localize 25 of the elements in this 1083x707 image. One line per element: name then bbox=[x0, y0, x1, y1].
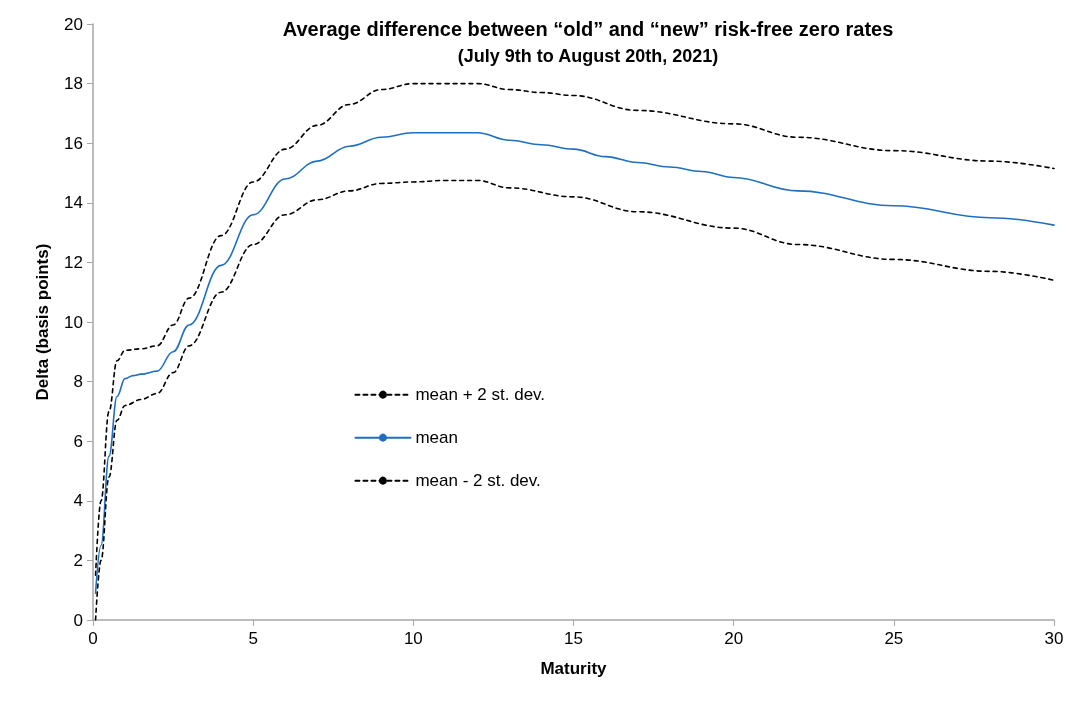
y-tick-label: 2 bbox=[73, 550, 83, 570]
y-tick-label: 10 bbox=[64, 312, 83, 332]
chart-title: Average difference between “old” and “new” risk-free zero rates bbox=[282, 18, 894, 40]
x-tick-label: 25 bbox=[884, 629, 904, 648]
y-tick-label: 20 bbox=[64, 14, 83, 34]
x-tick-label: 20 bbox=[724, 629, 744, 648]
legend-label: mean bbox=[415, 428, 458, 448]
y-tick-label: 0 bbox=[73, 610, 83, 630]
y-tick-label: 14 bbox=[64, 193, 83, 213]
y-tick-label: 4 bbox=[73, 491, 83, 511]
y-axis-title: Delta (basis points) bbox=[33, 243, 52, 401]
x-tick-label: 5 bbox=[248, 629, 258, 648]
x-tick-label: 15 bbox=[564, 629, 583, 648]
y-tick-label: 12 bbox=[64, 252, 83, 272]
x-tick-label: 30 bbox=[1044, 629, 1064, 648]
y-tick-label: 18 bbox=[64, 74, 83, 94]
y-tick-label: 8 bbox=[73, 372, 83, 392]
y-tick-label: 16 bbox=[64, 133, 83, 153]
legend-label: mean + 2 st. dev. bbox=[415, 385, 546, 405]
legend-label: mean - 2 st. dev. bbox=[415, 471, 541, 491]
x-axis-title: Maturity bbox=[540, 659, 608, 678]
y-tick-label: 6 bbox=[73, 431, 83, 451]
text: (July 9th to August 20th, 2021) bbox=[457, 46, 719, 66]
x-tick-label: 10 bbox=[403, 629, 423, 648]
x-tick-label: 0 bbox=[88, 629, 98, 648]
